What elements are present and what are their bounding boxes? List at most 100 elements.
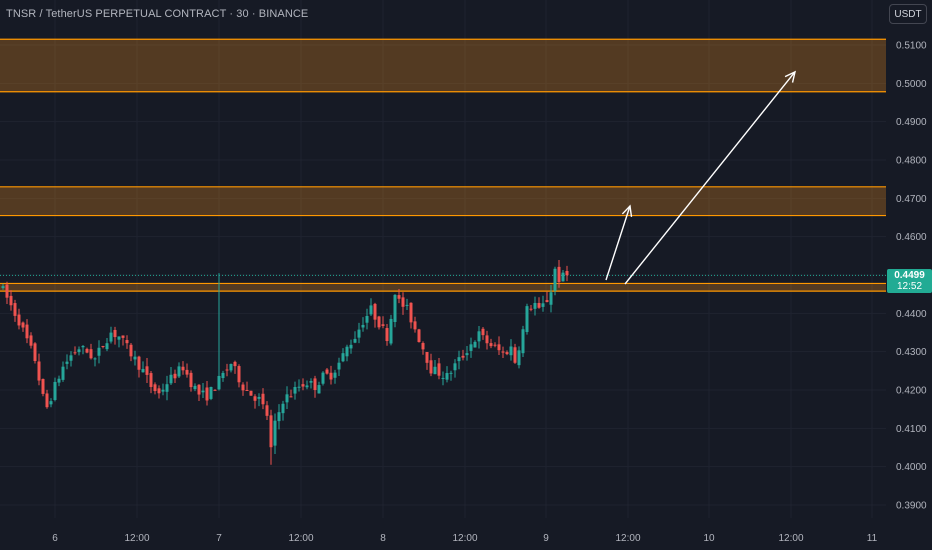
- candle-body: [165, 384, 169, 392]
- candle-body: [357, 329, 361, 338]
- candle-body: [557, 266, 561, 282]
- candle-body: [485, 335, 489, 344]
- candle-body: [277, 412, 281, 422]
- candle-body: [273, 420, 277, 446]
- candle-body: [205, 387, 209, 401]
- candle-body: [509, 346, 513, 356]
- candle-body: [449, 372, 453, 374]
- candle-body: [173, 373, 177, 379]
- candle-body: [413, 321, 417, 330]
- candle-body: [501, 351, 505, 353]
- time-tick-label: 10: [703, 533, 715, 544]
- candle-body: [81, 345, 85, 348]
- candle-body: [377, 316, 381, 328]
- candle-body: [553, 268, 557, 291]
- price-tick-label: 0.5100: [896, 41, 927, 52]
- time-axis: 6 12:00 7 12:00 8 12:00 9 12:00 10 12:00 11: [0, 522, 932, 550]
- time-tick-label: 8: [380, 533, 386, 544]
- candle-body: [309, 381, 313, 383]
- candle-body: [353, 338, 357, 343]
- price-tick-label: 0.4400: [896, 309, 927, 320]
- candle-body: [397, 295, 401, 299]
- candle-body: [157, 388, 161, 394]
- candle-body: [441, 377, 445, 379]
- candle-body: [237, 366, 241, 383]
- time-tick-label: 7: [216, 533, 222, 544]
- candle-body: [409, 302, 413, 323]
- chart-grid: [0, 0, 886, 518]
- candle-body: [457, 357, 461, 362]
- candle-body: [225, 369, 229, 371]
- candle-body: [545, 300, 549, 303]
- candle-body: [5, 284, 9, 298]
- candle-body: [153, 384, 157, 392]
- candle-body: [473, 341, 477, 348]
- price-tick-label: 0.4300: [896, 347, 927, 358]
- candle-body: [405, 304, 409, 306]
- candle-body: [41, 378, 45, 394]
- candle-body: [533, 302, 537, 309]
- candle-body: [325, 369, 329, 374]
- candle-body: [481, 328, 485, 336]
- currency-button[interactable]: USDT: [889, 4, 927, 24]
- candle-body: [25, 324, 29, 339]
- candle-body: [269, 415, 273, 448]
- candle-body: [321, 372, 325, 384]
- time-tick-label: 12:00: [778, 533, 803, 544]
- candle-body: [349, 344, 353, 349]
- candle-body: [197, 384, 201, 395]
- candle-body: [385, 328, 389, 342]
- candle-body: [233, 361, 237, 367]
- candle-body: [297, 386, 301, 388]
- candle-body: [181, 366, 185, 371]
- candle-body: [525, 306, 529, 333]
- time-tick-label: 11: [867, 533, 878, 544]
- candle-body: [209, 386, 213, 399]
- candle-body: [381, 324, 385, 326]
- candle-body: [253, 396, 257, 401]
- time-tick-label: 12:00: [124, 533, 149, 544]
- candle-body: [129, 344, 133, 357]
- candle-body: [433, 366, 437, 375]
- projection-arrow-short: [605, 205, 631, 281]
- candle-body: [301, 384, 305, 387]
- projection-arrows: [605, 70, 797, 285]
- candle-body: [417, 329, 421, 343]
- last-price-label: 0.4499 12:52: [887, 269, 932, 294]
- candle-body: [89, 349, 93, 359]
- candle-body: [189, 372, 193, 388]
- candle-body: [97, 347, 101, 356]
- candle-body: [477, 331, 481, 342]
- candle-body: [29, 335, 33, 346]
- candle-body: [537, 303, 541, 308]
- candle-body: [497, 344, 501, 351]
- candle-body: [549, 292, 553, 305]
- candle-body: [517, 350, 521, 366]
- symbol-title: TNSR / TetherUS PERPETUAL CONTRACT · 30 …: [6, 8, 309, 20]
- candle-body: [285, 394, 289, 403]
- candle-body: [121, 335, 125, 338]
- time-tick-label: 9: [543, 533, 549, 544]
- candle-body: [37, 361, 41, 381]
- candle-body: [21, 322, 25, 328]
- candle-body: [45, 393, 49, 408]
- candle-body: [305, 385, 309, 388]
- price-tick-label: 0.4800: [896, 156, 927, 167]
- candle-body: [229, 363, 233, 371]
- candle-body: [125, 340, 129, 344]
- candle-body: [145, 366, 149, 375]
- candle-body: [505, 352, 509, 355]
- price-tick-label: 0.4200: [896, 386, 927, 397]
- candle-body: [369, 305, 373, 315]
- time-axis-bg: [0, 522, 932, 550]
- candle-body: [489, 343, 493, 347]
- candle-body: [281, 403, 285, 414]
- candle-body: [221, 372, 225, 379]
- candle-body: [17, 314, 21, 326]
- candle-body: [9, 295, 13, 306]
- candle-body: [77, 349, 81, 353]
- candle-body: [101, 345, 105, 347]
- resistance-zone: [0, 186, 886, 216]
- candle-body: [337, 362, 341, 370]
